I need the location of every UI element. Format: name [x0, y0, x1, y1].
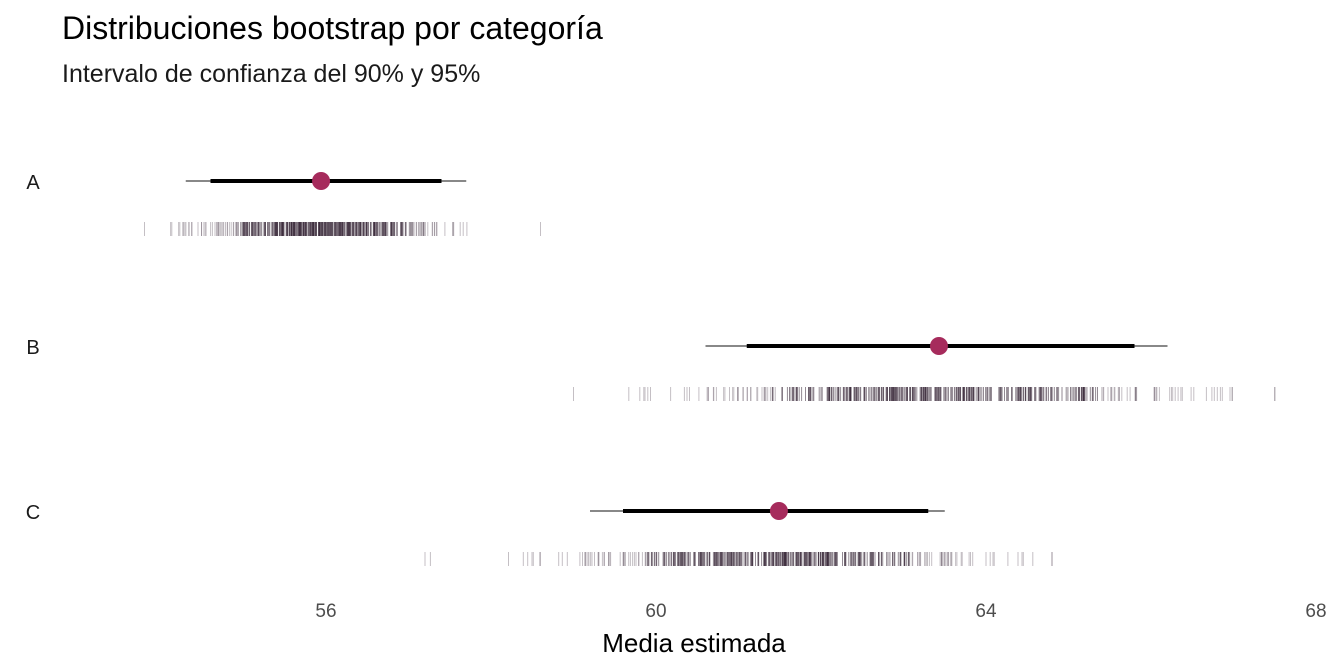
category-label-b: B [26, 337, 39, 359]
x-tick-label: 68 [1305, 601, 1326, 622]
x-tick-label: 56 [315, 601, 336, 622]
chart-subtitle: Intervalo de confianza del 90% y 95% [62, 60, 481, 88]
category-label-a: A [26, 172, 40, 194]
rug-layer [144, 222, 1276, 566]
x-axis-ticks: 56 60 64 68 [315, 601, 1326, 622]
mean-point-a [312, 172, 331, 190]
x-axis-title: Media estimada [602, 628, 786, 658]
x-tick-label: 60 [645, 601, 666, 622]
mean-point-b [929, 337, 948, 355]
category-labels: A B C [26, 172, 41, 524]
interval-layer [185, 179, 1168, 513]
point-layer [312, 172, 948, 520]
category-label-c: C [26, 502, 40, 524]
chart-title: Distribuciones bootstrap por categoría [62, 10, 603, 46]
mean-point-c [769, 502, 788, 520]
x-tick-label: 64 [975, 601, 997, 622]
